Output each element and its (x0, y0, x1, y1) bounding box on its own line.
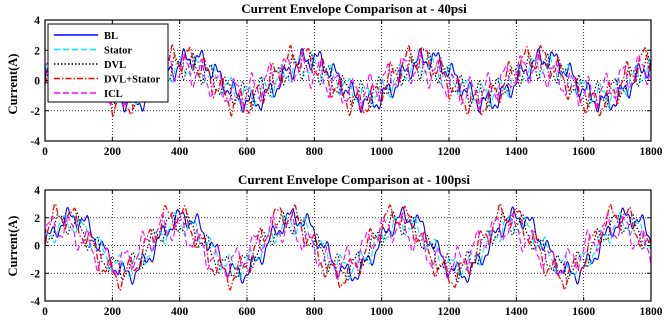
x-tick-label: 1800 (640, 306, 663, 318)
chart-panel-1: 0 200 400 600 800 1000 1200 1400 1600 1800 -4 -2 0 2 4 (30, 185, 662, 318)
legend-label: DVL (104, 60, 126, 71)
series-line-icl (45, 213, 651, 281)
y-tick-label: -2 (30, 268, 40, 280)
x-tick-label: 600 (238, 306, 256, 318)
legend-box (47, 23, 169, 103)
x-tick-label: 200 (104, 306, 122, 318)
legend: BL Stator DVL DVL+Stator ICL (47, 23, 169, 103)
series-line-stator (45, 53, 651, 109)
series-line-dvl (45, 209, 651, 283)
x-tick-label: 600 (238, 146, 256, 158)
series-line-stator (45, 211, 651, 280)
x-tick-label: 1200 (438, 306, 461, 318)
y-tick-label: -4 (30, 296, 40, 308)
y-tick-label: 0 (34, 241, 40, 253)
y-tick-label: 4 (34, 185, 40, 197)
x-tick-label: 0 (42, 146, 48, 158)
legend-label: DVL+Stator (104, 75, 160, 86)
series-line-dvl-stator (45, 43, 651, 117)
bottom-chart-ylabel: Current(A) (6, 216, 20, 277)
x-tick-label: 1400 (505, 306, 528, 318)
x-tick-label: 1800 (640, 146, 663, 158)
x-tick-label: 1400 (505, 146, 528, 158)
legend-label: Stator (104, 46, 132, 57)
y-tick-label: 4 (34, 15, 40, 27)
x-tick-label: 1600 (572, 146, 595, 158)
y-tick-label: -4 (30, 136, 40, 148)
x-tick-label: 1600 (572, 306, 595, 318)
legend-label: BL (104, 31, 118, 42)
x-tick-label: 800 (306, 306, 324, 318)
x-tick-label: 400 (171, 306, 189, 318)
y-tick-label: 2 (34, 213, 40, 225)
x-tick-label: 400 (171, 146, 189, 158)
x-tick-label: 200 (104, 146, 122, 158)
x-tick-label: 0 (42, 306, 48, 318)
x-tick-label: 1000 (370, 306, 393, 318)
x-tick-label: 1200 (438, 146, 461, 158)
y-tick-label: 2 (34, 45, 40, 57)
top-chart-title: Current Envelope Comparison at - 40psi (241, 1, 467, 16)
chart-panel-0: 0 200 400 600 800 1000 1200 1400 1600 1800 -4 -2 0 2 4… (30, 15, 662, 158)
y-tick-label: -2 (30, 106, 40, 118)
top-chart-ylabel: Current(A) (6, 54, 20, 115)
y-tick-label: 0 (34, 76, 40, 88)
bottom-chart-title: Current Envelope Comparison at - 100psi (238, 172, 470, 187)
x-tick-label: 800 (306, 146, 324, 158)
series-group (45, 202, 651, 292)
x-tick-label: 1000 (370, 146, 393, 158)
legend-label: ICL (104, 89, 123, 100)
